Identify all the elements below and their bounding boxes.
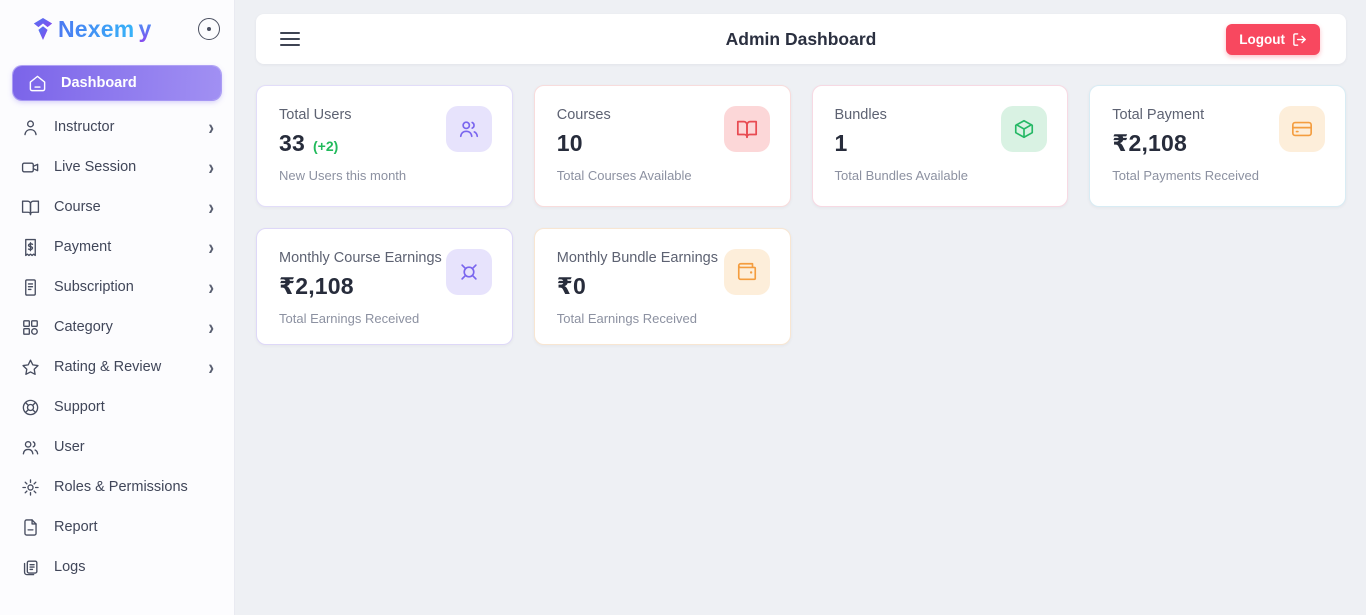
brand-text-tail: y (138, 15, 152, 42)
wallet-icon (723, 249, 770, 295)
sidebar-item-label: Payment (54, 239, 112, 255)
card-value: 33 (279, 130, 305, 156)
sidebar-item-label: Logs (54, 559, 86, 575)
users-icon (20, 437, 40, 457)
chevron-right-icon: › (208, 115, 214, 139)
chevron-right-icon: › (208, 235, 214, 259)
credit-card-icon (1279, 106, 1325, 152)
card-subtitle: Total Payments Received (1112, 168, 1259, 183)
invoice-icon (20, 277, 40, 297)
brand-text: Nexem (58, 15, 135, 42)
sidebar-item-label: User (54, 439, 85, 455)
receipt-icon (20, 237, 40, 257)
sidebar-item-label: Support (54, 399, 105, 415)
card-title: Bundles (834, 107, 887, 123)
sidebar-item-label: Live Session (54, 159, 137, 175)
sidebar-item-dashboard[interactable]: Dashboard (13, 66, 221, 100)
gear-icon (20, 477, 40, 497)
logo-mark-icon (33, 18, 53, 40)
grid-icon (20, 317, 40, 337)
sidebar-item-label: Report (54, 519, 98, 535)
card-title: Monthly Bundle Earnings (556, 250, 718, 266)
chevron-right-icon: › (208, 155, 214, 179)
sidebar-header: Nexem y (0, 0, 234, 58)
stat-cards: Total Users 33 (+2) New Users this month… (256, 85, 1346, 345)
sidebar-item-roles-permissions[interactable]: Roles & Permissions (0, 467, 234, 507)
hamburger-menu-icon[interactable] (280, 32, 300, 46)
sidebar-item-rating-review[interactable]: Rating & Review › (0, 347, 234, 387)
home-icon (27, 73, 47, 93)
copy-icon (20, 557, 40, 577)
chevron-right-icon: › (208, 355, 214, 379)
card-title: Total Payment (1112, 107, 1205, 123)
card-value: ₹0 (556, 273, 586, 299)
logout-button-label: Logout (1239, 31, 1285, 47)
card-subtitle: Total Earnings Received (279, 311, 420, 326)
chevron-right-icon: › (208, 195, 214, 219)
person-icon (20, 117, 40, 137)
card-subtitle: Total Courses Available (556, 168, 692, 183)
video-icon (20, 157, 40, 177)
sidebar-item-subscription[interactable]: Subscription › (0, 267, 234, 307)
file-icon (20, 517, 40, 537)
card-title: Courses (556, 107, 611, 123)
card-subtitle: Total Earnings Received (556, 311, 697, 326)
sidebar-item-user[interactable]: User (0, 427, 234, 467)
book-open-icon (723, 106, 770, 152)
sidebar-item-label: Category (54, 319, 113, 335)
star-icon (20, 357, 40, 377)
sidebar-item-logs[interactable]: Logs (0, 547, 234, 587)
card-title: Total Users (279, 107, 352, 123)
chevron-right-icon: › (208, 315, 214, 339)
card-title: Monthly Course Earnings (279, 250, 442, 266)
sidebar-item-label: Rating & Review (54, 359, 162, 375)
sidebar-item-category[interactable]: Category › (0, 307, 234, 347)
chevron-right-icon: › (208, 275, 214, 299)
card-value: ₹2,108 (1112, 130, 1188, 156)
main-content: Admin Dashboard Logout Total Users 33 (+… (235, 0, 1366, 615)
page-title: Admin Dashboard (725, 28, 877, 49)
card-value: 1 (834, 130, 848, 156)
sidebar-item-label: Instructor (54, 119, 115, 135)
sidebar-item-live-session[interactable]: Live Session › (0, 147, 234, 187)
growth-badge: (+2) (312, 138, 339, 154)
sidebar-item-instructor[interactable]: Instructor › (0, 107, 234, 147)
sidebar-item-label: Roles & Permissions (54, 479, 188, 495)
stat-card-total-users: Total Users 33 (+2) New Users this month (256, 85, 513, 207)
card-value: 10 (556, 130, 583, 156)
lifebuoy-icon (20, 397, 40, 417)
book-open-icon (20, 197, 40, 217)
package-icon (1001, 106, 1048, 152)
sidebar-toggle-icon[interactable] (198, 18, 220, 40)
sidebar-item-label: Dashboard (61, 75, 137, 91)
logout-icon (1293, 32, 1306, 46)
card-value: ₹2,108 (279, 273, 354, 299)
users-icon (445, 106, 492, 152)
card-subtitle: Total Bundles Available (834, 168, 968, 183)
logout-button[interactable]: Logout (1226, 23, 1320, 55)
stat-card-bundles: Bundles 1 Total Bundles Available (811, 85, 1069, 207)
currency-icon (445, 249, 492, 295)
stat-card-courses: Courses 10 Total Courses Available (533, 85, 791, 207)
sidebar: Nexem y Dashboard Instructor › Live Sessi… (0, 0, 235, 615)
sidebar-item-payment[interactable]: Payment › (0, 227, 234, 267)
stat-card-monthly-course-earnings: Monthly Course Earnings ₹2,108 Total Ear… (256, 228, 513, 345)
sidebar-item-course[interactable]: Course › (0, 187, 234, 227)
sidebar-item-support[interactable]: Support (0, 387, 234, 427)
sidebar-item-label: Subscription (54, 279, 134, 295)
stat-card-monthly-bundle-earnings: Monthly Bundle Earnings ₹0 Total Earning… (533, 228, 791, 345)
sidebar-item-label: Course (54, 199, 101, 215)
stat-card-total-payment: Total Payment ₹2,108 Total Payments Rece… (1089, 85, 1346, 207)
nexemy-logo: Nexem y (32, 16, 151, 43)
sidebar-item-report[interactable]: Report (0, 507, 234, 547)
card-subtitle: New Users this month (279, 168, 407, 183)
top-header: Admin Dashboard Logout (256, 14, 1346, 64)
sidebar-nav: Dashboard Instructor › Live Session › Co… (0, 58, 234, 587)
